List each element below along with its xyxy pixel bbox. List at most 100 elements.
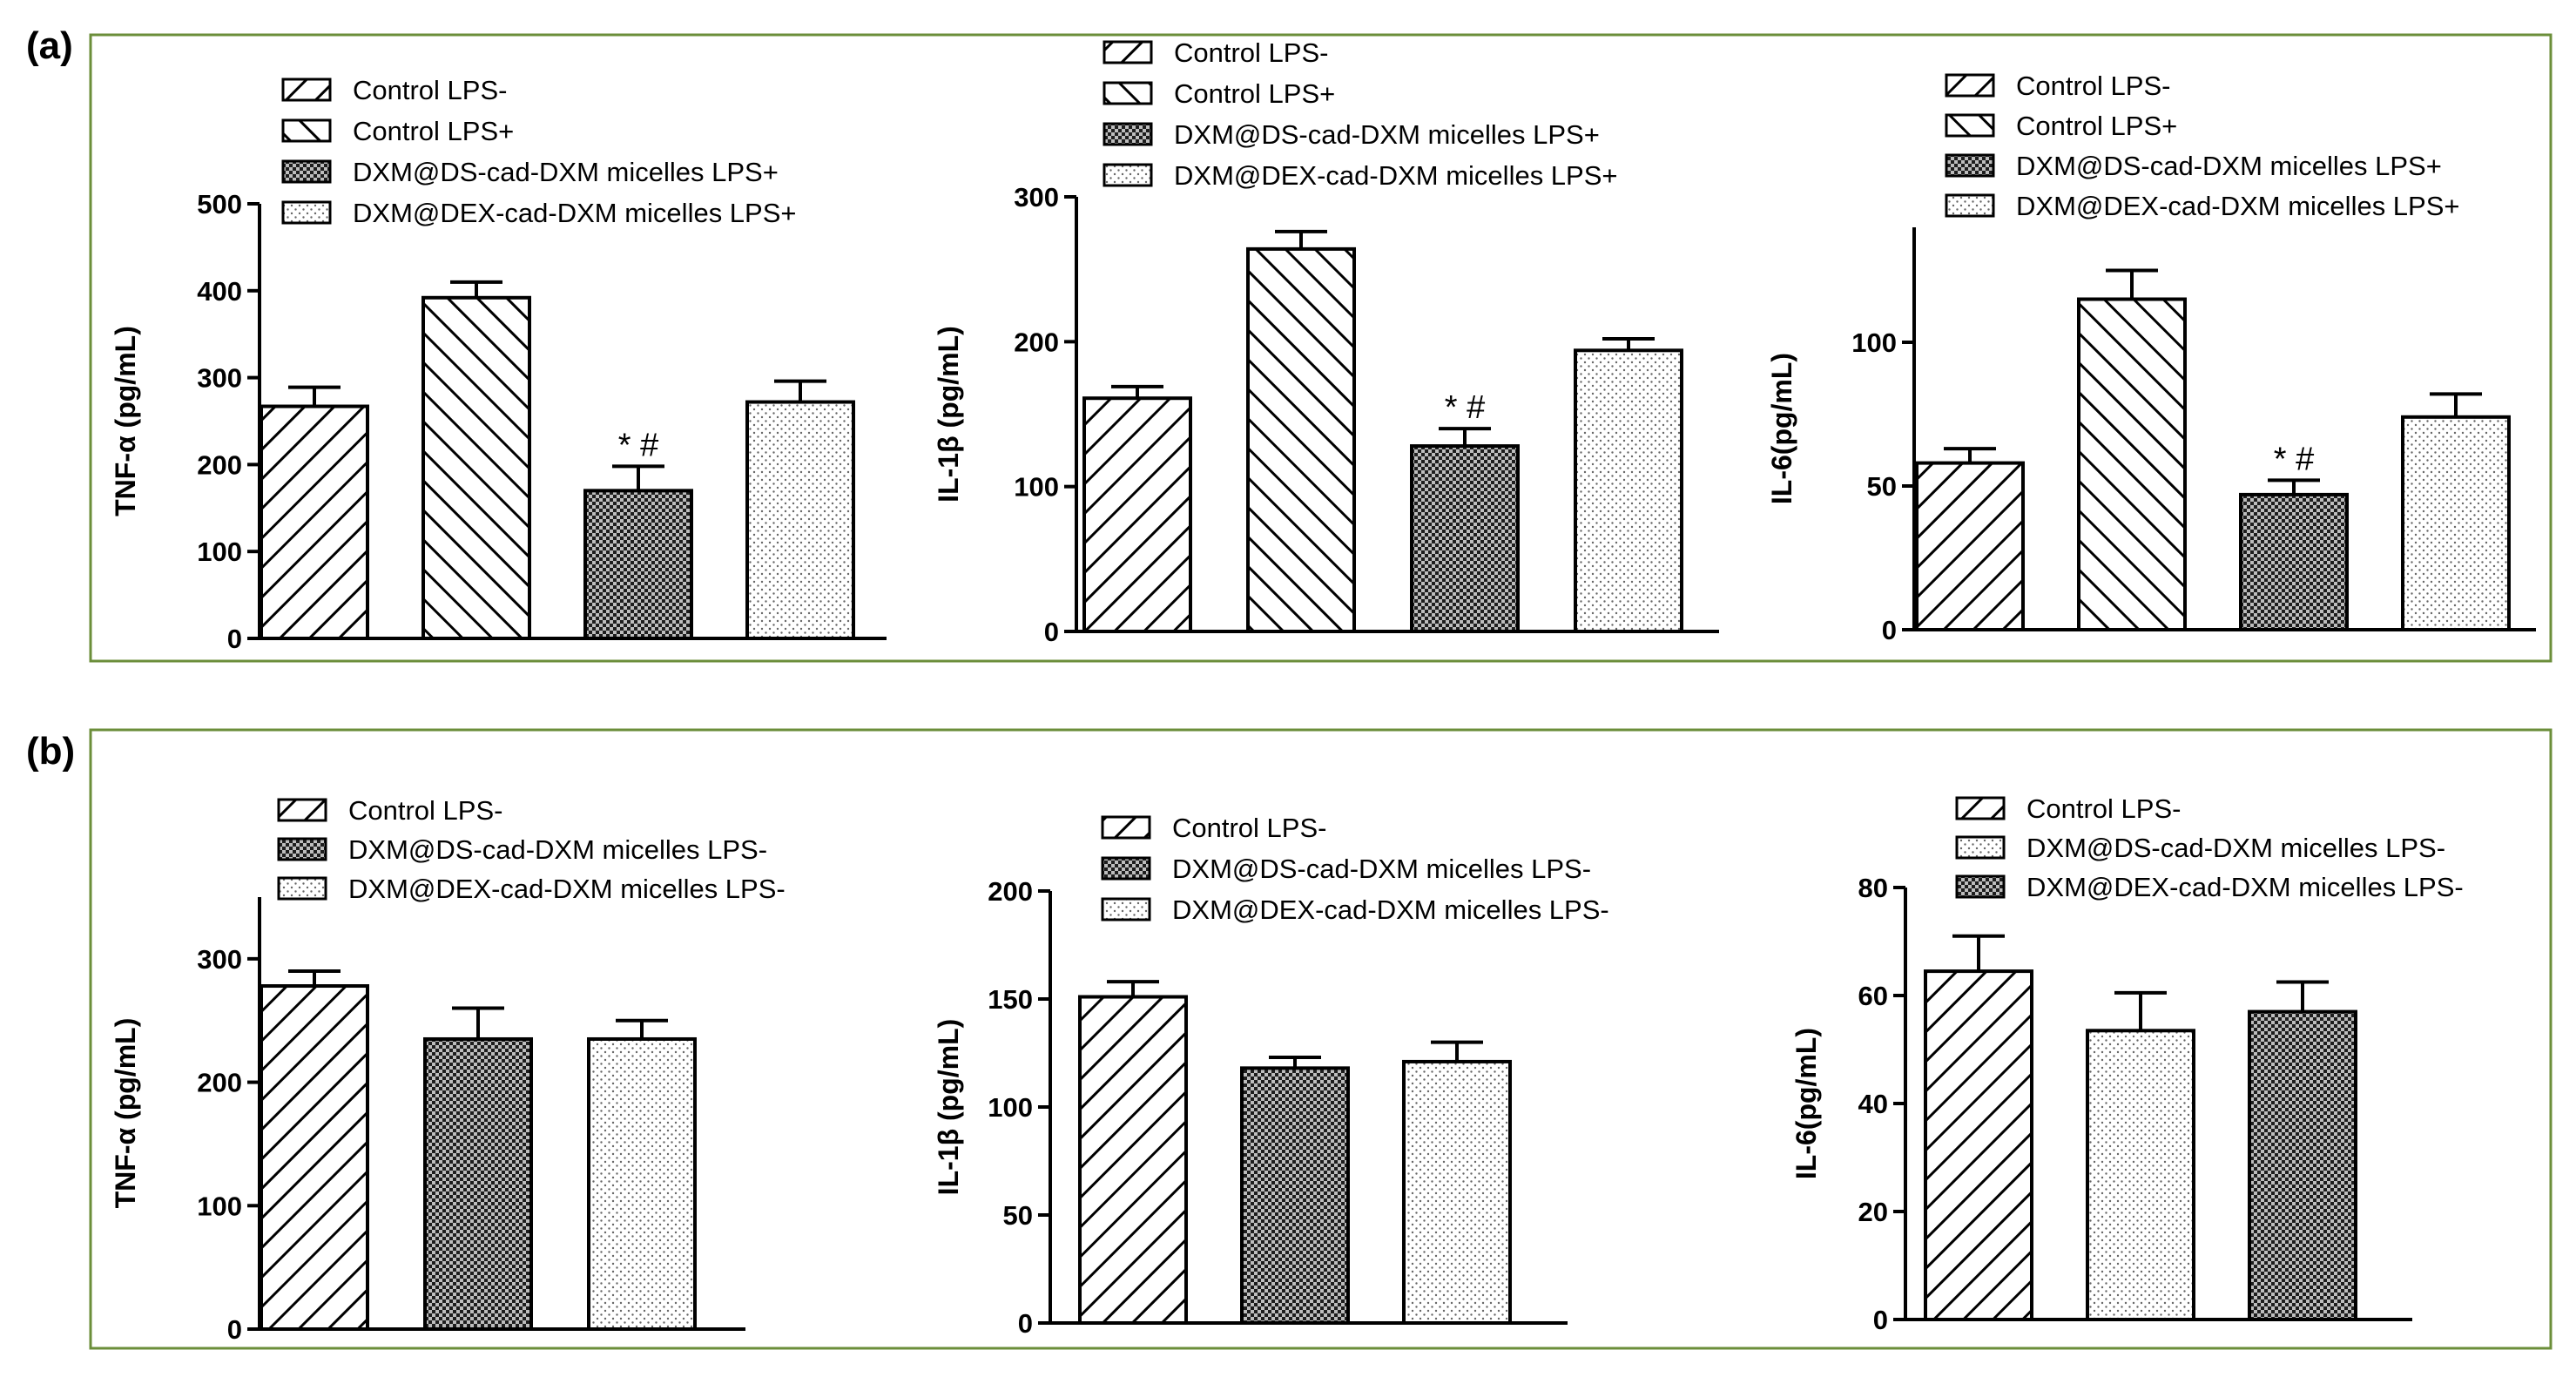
y-tick-label: 100 (988, 1092, 1033, 1123)
legend-swatch-2 (277, 837, 327, 861)
legend-swatch-1 (1103, 40, 1153, 64)
bar-1 (1082, 396, 1192, 633)
legend-label-3: DXM@DEX-cad-DXM micelles LPS- (348, 874, 786, 904)
legend-label-2: Control LPS+ (2016, 111, 2177, 141)
bar-2 (423, 1036, 533, 1331)
legend-label-1: Control LPS- (1174, 37, 1328, 68)
legend-label-1: Control LPS- (2026, 793, 2181, 824)
chart-1: 0 100 200 300 400 500 TNF-α (pg/mL) * # Control … (110, 75, 887, 654)
y-tick-label: 0 (1018, 1308, 1033, 1339)
legend-label-2: Control LPS+ (353, 116, 514, 146)
legend-label-1: Control LPS- (348, 795, 502, 826)
bar-3 (2248, 1009, 2357, 1321)
y-tick-label: 0 (1044, 617, 1059, 647)
bar-3 (587, 1036, 697, 1331)
y-tick-label: 400 (197, 276, 242, 307)
legend-swatch-3 (277, 876, 327, 901)
legend-label-3: DXM@DEX-cad-DXM micelles LPS- (1172, 894, 1609, 925)
bar-3 (1402, 1059, 1512, 1326)
significance-annotation: * # (2274, 441, 2314, 477)
legend-label-2: DXM@DS-cad-DXM micelles LPS- (2026, 833, 2445, 863)
panel-b-frame (89, 728, 2552, 1350)
y-tick-label: 100 (197, 1191, 242, 1221)
legend-swatch-2 (281, 118, 332, 143)
significance-annotation: * # (1445, 389, 1485, 426)
legend-swatch-4 (281, 200, 332, 225)
y-tick-label: 20 (1858, 1197, 1888, 1227)
y-tick-label: 200 (197, 449, 242, 480)
y-tick-label: 300 (197, 944, 242, 975)
legend-label-4: DXM@DEX-cad-DXM micelles LPS+ (2016, 191, 2460, 221)
y-tick-label: 300 (1014, 182, 1059, 213)
panel-label-a: (a) (26, 24, 73, 67)
y-tick-label: 50 (1003, 1200, 1033, 1231)
legend-label-1: Control LPS- (1172, 813, 1326, 843)
y-tick-label: 500 (197, 189, 242, 219)
bar-4 (1574, 348, 1683, 633)
legend-swatch-1 (1101, 815, 1151, 840)
bar-1 (260, 984, 369, 1332)
bar-1 (260, 404, 369, 640)
legend-label-2: Control LPS+ (1174, 78, 1335, 109)
bar-2 (421, 295, 531, 640)
y-axis-label: IL-6(pg/mL) (1790, 1028, 1822, 1179)
y-tick-label: 0 (1873, 1305, 1888, 1335)
y-tick-label: 200 (988, 876, 1033, 907)
bar-1 (1915, 461, 2025, 631)
legend-label-4: DXM@DEX-cad-DXM micelles LPS+ (353, 198, 797, 228)
y-tick-label: 0 (1882, 615, 1897, 645)
legend-label-1: Control LPS- (353, 75, 507, 105)
bar-2 (1246, 246, 1356, 633)
bar-3 (583, 489, 693, 641)
legend-swatch-1 (1955, 796, 2006, 820)
legend-swatch-1 (1945, 73, 1995, 98)
y-tick-label: 150 (988, 984, 1033, 1015)
legend-label-3: DXM@DS-cad-DXM micelles LPS+ (2016, 151, 2442, 181)
bar-3 (2239, 492, 2349, 632)
legend-swatch-2 (1103, 81, 1153, 105)
y-tick-label: 0 (227, 1314, 242, 1345)
legend-swatch-1 (277, 798, 327, 822)
y-tick-label: 100 (1851, 327, 1897, 358)
legend-swatch-1 (281, 78, 332, 102)
y-axis-label: TNF-α (pg/mL) (110, 1018, 141, 1209)
legend-label-1: Control LPS- (2016, 71, 2170, 101)
significance-annotation: * # (618, 427, 658, 463)
y-tick-label: 50 (1867, 471, 1897, 502)
legend-label-3: DXM@DS-cad-DXM micelles LPS+ (1174, 119, 1600, 150)
y-tick-label: 80 (1858, 873, 1888, 903)
bar-2 (2077, 297, 2187, 631)
legend-swatch-3 (1955, 874, 2006, 899)
y-tick-label: 40 (1858, 1089, 1888, 1119)
legend-label-4: DXM@DEX-cad-DXM micelles LPS+ (1174, 160, 1618, 191)
bar-2 (2086, 1029, 2195, 1322)
y-tick-label: 100 (197, 537, 242, 567)
legend-swatch-4 (1103, 163, 1153, 187)
legend-swatch-2 (1945, 113, 1995, 138)
bar-2 (1240, 1066, 1350, 1325)
y-tick-label: 300 (197, 363, 242, 394)
legend-swatch-2 (1955, 835, 2006, 860)
y-tick-label: 60 (1858, 981, 1888, 1011)
legend-label-3: DXM@DEX-cad-DXM micelles LPS- (2026, 872, 2464, 902)
chart-5: 0 50 100 150 200 IL-1β (pg/mL) Control LPS- DXM… (933, 813, 1609, 1339)
chart-4: 0 100 200 300 TNF-α (pg/mL) Control LPS- DXM@D… (110, 795, 786, 1345)
panel-a-frame (89, 33, 2552, 663)
legend-swatch-4 (1945, 193, 1995, 218)
y-axis-label: IL-1β (pg/mL) (933, 1019, 964, 1196)
legend-swatch-2 (1101, 856, 1151, 881)
y-tick-label: 200 (1014, 327, 1059, 357)
legend-label-2: DXM@DS-cad-DXM micelles LPS- (1172, 854, 1591, 884)
legend-swatch-3 (281, 159, 332, 184)
y-axis-label: IL-1β (pg/mL) (933, 326, 964, 503)
bar-1 (1924, 969, 2033, 1321)
legend-swatch-3 (1103, 122, 1153, 146)
bar-4 (2401, 415, 2511, 631)
y-tick-label: 0 (227, 624, 242, 654)
bar-3 (1410, 444, 1520, 633)
chart-2: 0 100 200 300 IL-1β (pg/mL) * # Control LPS- Co… (933, 37, 1719, 647)
y-tick-label: 200 (197, 1068, 242, 1098)
bar-4 (745, 400, 855, 640)
bar-1 (1078, 995, 1188, 1326)
